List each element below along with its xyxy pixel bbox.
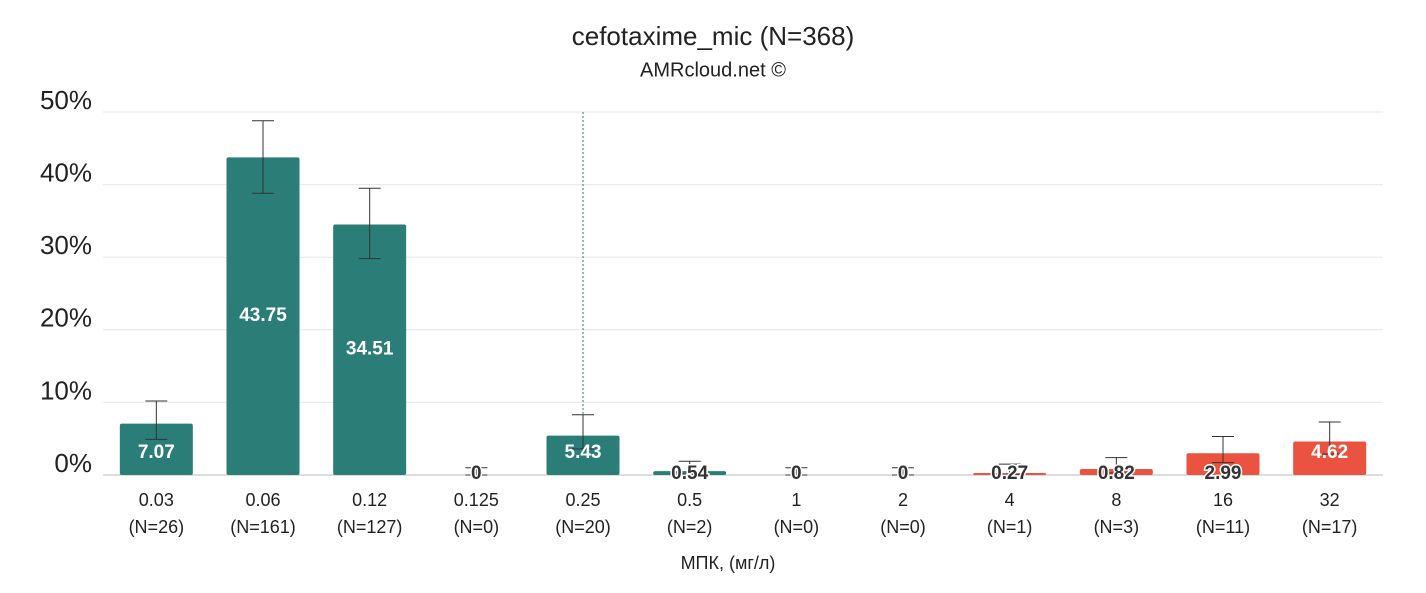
x-tick-label: 4 [1005, 490, 1015, 510]
x-tick-label: 8 [1111, 490, 1121, 510]
value-label: 43.75 [239, 305, 287, 326]
bar [333, 224, 407, 475]
bar [226, 157, 300, 475]
x-tick-count: (N=0) [880, 517, 926, 537]
y-tick-label: 20% [40, 303, 92, 333]
bar [119, 423, 193, 475]
x-tick-label: 0.5 [677, 490, 702, 510]
y-tick-label: 0% [54, 448, 92, 478]
y-tick-label: 40% [40, 157, 92, 187]
x-tick-label: 0.06 [245, 490, 280, 510]
value-label: 0.82 [1098, 463, 1135, 484]
value-label: 5.43 [565, 442, 602, 463]
chart-title: cefotaxime_mic (N=368) [572, 21, 855, 51]
x-tick-count: (N=0) [454, 517, 500, 537]
bar [1186, 453, 1260, 475]
x-tick-label: 2 [898, 490, 908, 510]
x-tick-count: (N=17) [1302, 517, 1358, 537]
x-tick-count: (N=161) [230, 517, 296, 537]
value-label: 0.27 [991, 463, 1028, 484]
value-label: 0 [791, 463, 802, 484]
x-tick-label: 0.125 [454, 490, 499, 510]
value-label: 2.99 [1205, 463, 1242, 484]
x-tick-label: 32 [1320, 490, 1340, 510]
x-tick-count: (N=20) [555, 517, 611, 537]
x-tick-count: (N=0) [774, 517, 820, 537]
x-tick-count: (N=127) [337, 517, 403, 537]
x-tick-count: (N=2) [667, 517, 713, 537]
x-tick-label: 0.12 [352, 490, 387, 510]
x-tick-label: 16 [1213, 490, 1233, 510]
value-label: 0 [898, 463, 909, 484]
value-label: 34.51 [346, 339, 394, 360]
x-tick-label: 0.03 [139, 490, 174, 510]
x-tick-count: (N=3) [1094, 517, 1140, 537]
y-tick-label: 50% [40, 85, 92, 115]
value-label: 4.62 [1311, 442, 1348, 463]
bar [1293, 441, 1367, 475]
y-tick-label: 10% [40, 375, 92, 405]
x-tick-label: 1 [791, 490, 801, 510]
bar [546, 435, 620, 475]
value-label: 0 [471, 463, 482, 484]
x-tick-count: (N=11) [1196, 517, 1250, 537]
y-tick-label: 30% [40, 230, 92, 260]
x-axis-label: МПК, (мг/л) [681, 553, 776, 573]
chart-subtitle: AMRcloud.net © [640, 59, 786, 81]
x-tick-count: (N=1) [987, 517, 1033, 537]
value-label: 7.07 [138, 442, 175, 463]
x-tick-label: 0.25 [565, 490, 600, 510]
x-tick-count: (N=26) [129, 517, 185, 537]
value-label: 0.54 [671, 463, 708, 484]
